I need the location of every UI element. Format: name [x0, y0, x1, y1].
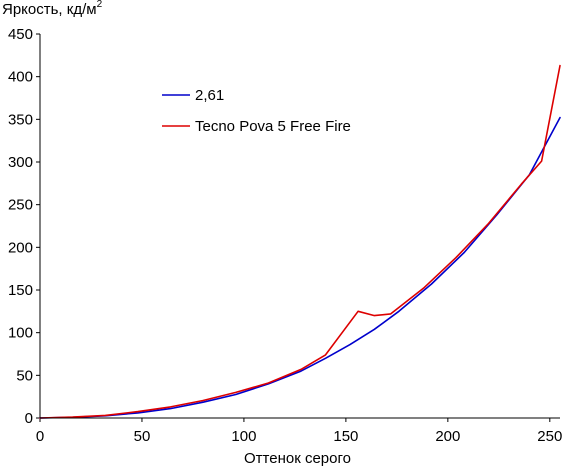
x-tick-label: 100 — [231, 428, 256, 445]
y-axis-label-text: Яркость, кд/м — [2, 1, 97, 18]
y-tick-label: 400 — [8, 69, 33, 86]
x-tick-label: 250 — [537, 428, 562, 445]
y-tick-label: 50 — [16, 367, 33, 384]
legend: 2,61 Tecno Pova 5 Free Fire — [162, 87, 351, 135]
x-axis-label-text: Оттенок серого — [244, 450, 351, 467]
x-tick-label: 0 — [36, 428, 44, 445]
legend-label-1: 2,61 — [195, 87, 224, 104]
series-line-1 — [39, 116, 561, 419]
axes — [39, 34, 560, 419]
y-axis-label-superscript: 2 — [96, 0, 103, 10]
legend-label-2: Tecno Pova 5 Free Fire — [195, 118, 351, 135]
series-layer — [39, 64, 561, 419]
y-tick-label: 150 — [8, 282, 33, 299]
x-tick-label: 150 — [333, 428, 358, 445]
series-line-2 — [39, 64, 561, 419]
y-tick-label: 300 — [8, 154, 33, 171]
y-tick-label: 0 — [25, 410, 33, 427]
y-tick-label: 250 — [8, 197, 33, 214]
y-axis-ticks: 0 50 100 150 200 250 300 350 400 450 — [8, 26, 40, 427]
y-axis-label: Яркость, кд/м2 — [2, 0, 102, 18]
x-tick-label: 50 — [134, 428, 151, 445]
x-axis-ticks: 0 50 100 150 200 250 — [36, 418, 562, 445]
x-axis-label: Оттенок серого — [0, 450, 563, 467]
y-tick-label: 100 — [8, 325, 33, 342]
x-tick-label: 200 — [435, 428, 460, 445]
y-tick-label: 200 — [8, 239, 33, 256]
y-tick-label: 350 — [8, 111, 33, 128]
y-tick-label: 450 — [8, 26, 33, 43]
